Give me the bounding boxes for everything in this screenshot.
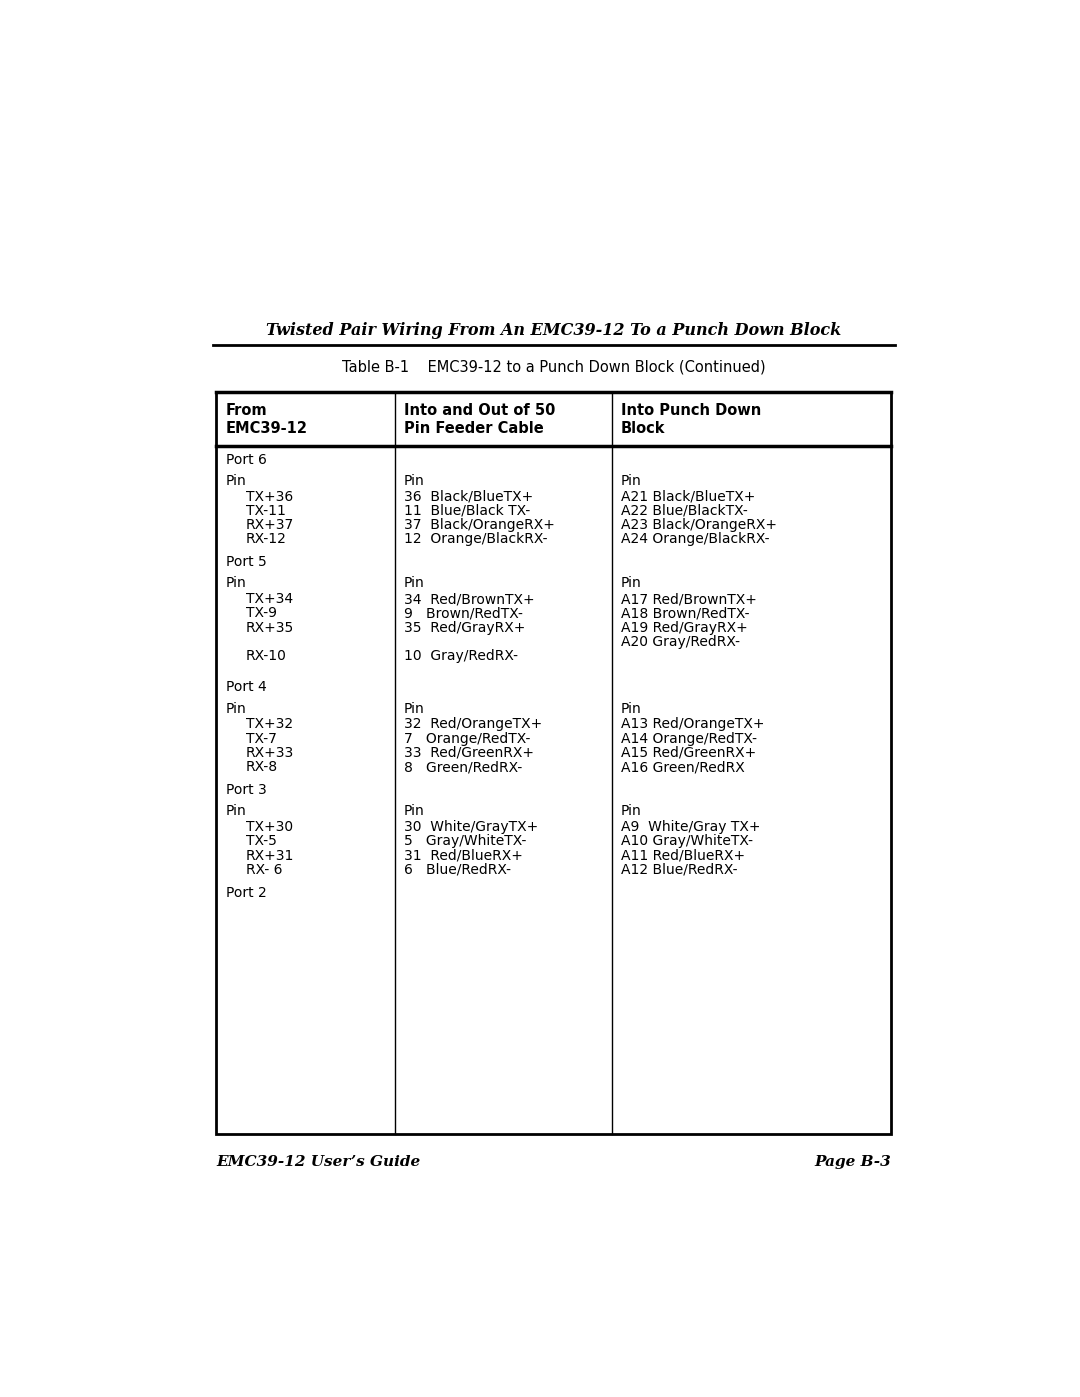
Text: A20 Gray/RedRX-: A20 Gray/RedRX- (621, 634, 740, 648)
Text: A12 Blue/RedRX-: A12 Blue/RedRX- (621, 863, 738, 877)
Text: Pin: Pin (404, 577, 424, 591)
Text: 37  Black/OrangeRX+: 37 Black/OrangeRX+ (404, 518, 555, 532)
Text: Port 3: Port 3 (226, 784, 267, 798)
Text: TX-5: TX-5 (246, 834, 276, 848)
Text: Page B-3: Page B-3 (814, 1155, 891, 1169)
Bar (216, 393, 891, 1134)
Text: A19 Red/GrayRX+: A19 Red/GrayRX+ (621, 620, 747, 634)
Text: 36  Black/BlueTX+: 36 Black/BlueTX+ (404, 489, 534, 503)
Text: A24 Orange/BlackRX-: A24 Orange/BlackRX- (621, 532, 769, 546)
Text: A17 Red/BrownTX+: A17 Red/BrownTX+ (621, 592, 757, 606)
Text: Pin: Pin (226, 701, 246, 715)
Text: Pin: Pin (621, 805, 642, 819)
Text: Pin: Pin (621, 474, 642, 488)
Text: 34  Red/BrownTX+: 34 Red/BrownTX+ (404, 592, 535, 606)
Text: A14 Orange/RedTX-: A14 Orange/RedTX- (621, 732, 757, 746)
Text: A9  White/Gray TX+: A9 White/Gray TX+ (621, 820, 760, 834)
Text: Into Punch Down
Block: Into Punch Down Block (621, 404, 761, 436)
Text: From
EMC39-12: From EMC39-12 (226, 404, 308, 436)
Text: Pin: Pin (404, 805, 424, 819)
Text: Pin: Pin (621, 577, 642, 591)
Text: A15 Red/GreenRX+: A15 Red/GreenRX+ (621, 746, 756, 760)
Text: Port 4: Port 4 (226, 680, 267, 694)
Text: Pin: Pin (226, 577, 246, 591)
Text: A16 Green/RedRX: A16 Green/RedRX (621, 760, 745, 774)
Text: Port 6: Port 6 (226, 453, 267, 467)
Text: RX-12: RX-12 (246, 532, 286, 546)
Text: A18 Brown/RedTX-: A18 Brown/RedTX- (621, 606, 750, 620)
Text: TX+32: TX+32 (246, 718, 293, 732)
Text: A13 Red/OrangeTX+: A13 Red/OrangeTX+ (621, 718, 765, 732)
Text: 9   Brown/RedTX-: 9 Brown/RedTX- (404, 606, 523, 620)
Text: RX+37: RX+37 (246, 518, 294, 532)
Text: 5   Gray/WhiteTX-: 5 Gray/WhiteTX- (404, 834, 526, 848)
Text: Pin: Pin (404, 701, 424, 715)
Text: TX+36: TX+36 (246, 489, 293, 503)
Text: Port 2: Port 2 (226, 886, 267, 900)
Text: 31  Red/BlueRX+: 31 Red/BlueRX+ (404, 848, 523, 862)
Text: Pin: Pin (226, 805, 246, 819)
Text: Twisted Pair Wiring From An EMC39-12 To a Punch Down Block: Twisted Pair Wiring From An EMC39-12 To … (266, 323, 841, 339)
Text: 12  Orange/BlackRX-: 12 Orange/BlackRX- (404, 532, 548, 546)
Text: 30  White/GrayTX+: 30 White/GrayTX+ (404, 820, 538, 834)
Text: RX- 6: RX- 6 (246, 863, 282, 877)
Text: 35  Red/GrayRX+: 35 Red/GrayRX+ (404, 620, 525, 634)
Text: A11 Red/BlueRX+: A11 Red/BlueRX+ (621, 848, 745, 862)
Text: A21 Black/BlueTX+: A21 Black/BlueTX+ (621, 489, 755, 503)
Text: TX+30: TX+30 (246, 820, 293, 834)
Text: 11  Blue/Black TX-: 11 Blue/Black TX- (404, 504, 530, 518)
Text: 6   Blue/RedRX-: 6 Blue/RedRX- (404, 863, 511, 877)
Text: RX-8: RX-8 (246, 760, 278, 774)
Text: A22 Blue/BlackTX-: A22 Blue/BlackTX- (621, 504, 747, 518)
Text: Into and Out of 50
Pin Feeder Cable: Into and Out of 50 Pin Feeder Cable (404, 404, 555, 436)
Text: A23 Black/OrangeRX+: A23 Black/OrangeRX+ (621, 518, 777, 532)
Text: Port 5: Port 5 (226, 555, 267, 569)
Text: TX-11: TX-11 (246, 504, 286, 518)
Text: 7   Orange/RedTX-: 7 Orange/RedTX- (404, 732, 530, 746)
Text: 33  Red/GreenRX+: 33 Red/GreenRX+ (404, 746, 534, 760)
Text: A10 Gray/WhiteTX-: A10 Gray/WhiteTX- (621, 834, 753, 848)
Text: EMC39-12 User’s Guide: EMC39-12 User’s Guide (216, 1155, 420, 1169)
Text: TX+34: TX+34 (246, 592, 293, 606)
Text: 10  Gray/RedRX-: 10 Gray/RedRX- (404, 650, 518, 664)
Text: Table B-1    EMC39-12 to a Punch Down Block (Continued): Table B-1 EMC39-12 to a Punch Down Block… (341, 359, 766, 374)
Text: RX+35: RX+35 (246, 620, 294, 634)
Text: Pin: Pin (226, 474, 246, 488)
Text: 8   Green/RedRX-: 8 Green/RedRX- (404, 760, 522, 774)
Text: RX-10: RX-10 (246, 650, 286, 664)
Text: TX-9: TX-9 (246, 606, 276, 620)
Text: Pin: Pin (621, 701, 642, 715)
Text: Pin: Pin (404, 474, 424, 488)
Text: 32  Red/OrangeTX+: 32 Red/OrangeTX+ (404, 718, 542, 732)
Text: RX+31: RX+31 (246, 848, 294, 862)
Text: TX-7: TX-7 (246, 732, 276, 746)
Text: RX+33: RX+33 (246, 746, 294, 760)
